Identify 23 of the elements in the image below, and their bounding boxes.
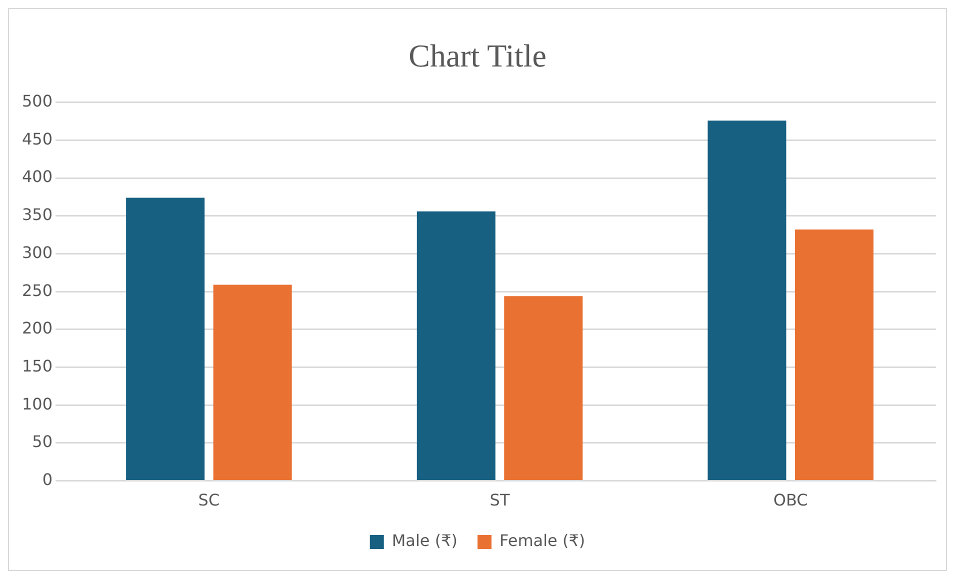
bar <box>416 211 496 480</box>
y-tick-label: 300 <box>22 242 53 262</box>
bar <box>504 296 583 480</box>
y-tick-label: 450 <box>22 129 53 148</box>
chart-title: Chart Title <box>408 38 546 74</box>
y-tick-label: 350 <box>22 205 53 224</box>
x-tick-label: ST <box>490 490 510 510</box>
bar <box>794 230 874 480</box>
bar <box>126 198 205 480</box>
y-tick-label: 50 <box>32 432 53 452</box>
bar <box>708 120 786 480</box>
y-tick-label: 100 <box>22 394 53 414</box>
y-tick-label: 250 <box>22 280 53 300</box>
legend-label: Male (₹) <box>392 531 458 550</box>
x-tick-label: OBC <box>773 490 808 510</box>
x-tick-label: SC <box>198 490 220 510</box>
legend-label: Female (₹) <box>500 531 586 550</box>
y-tick-label: 200 <box>22 318 53 338</box>
y-tick-label: 0 <box>42 470 53 489</box>
y-tick-label: 400 <box>22 167 53 186</box>
bar <box>213 284 292 480</box>
y-tick-label: 500 <box>22 92 53 111</box>
y-tick-label: 150 <box>22 356 53 376</box>
